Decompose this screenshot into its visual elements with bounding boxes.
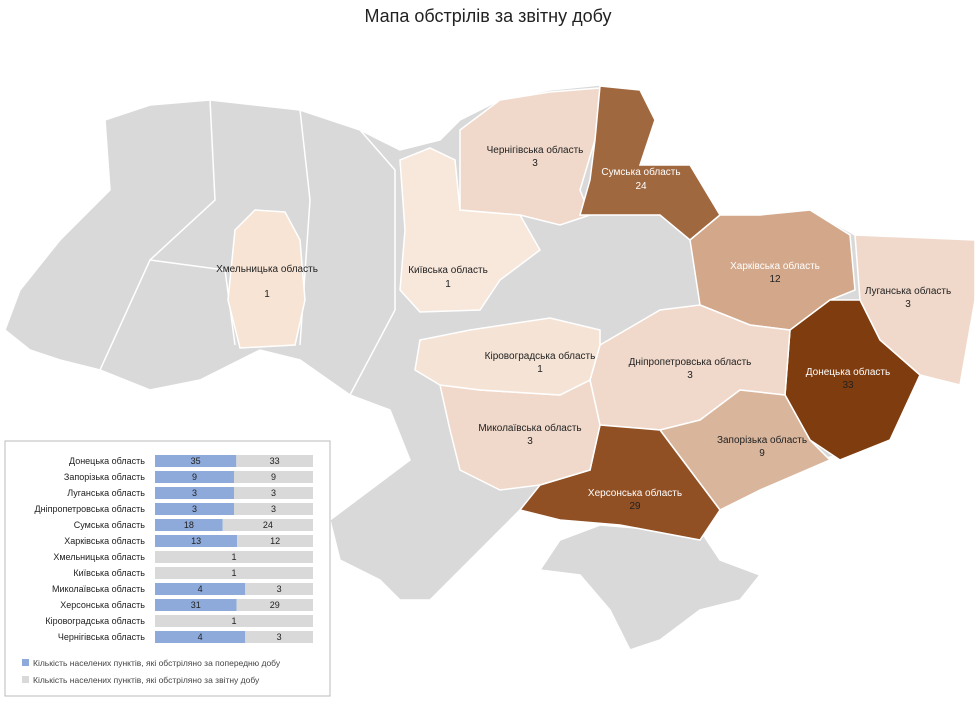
region-name: Миколаївська область: [478, 422, 581, 434]
legend-swatch: [22, 659, 29, 666]
value-label: 31: [191, 600, 201, 610]
value-label: 4: [198, 632, 203, 642]
category-label: Хмельницька область: [53, 552, 145, 562]
region-value: 29: [629, 501, 641, 512]
region: [459, 87, 601, 226]
region-value: 1: [445, 279, 451, 290]
category-label: Харківська область: [64, 536, 145, 546]
legend-label: Кількість населених пунктів, які обстріл…: [33, 675, 260, 685]
region-value: 3: [527, 436, 533, 447]
bar: [155, 599, 237, 611]
bar: [155, 535, 238, 547]
region-name: Хмельницька область: [216, 263, 318, 275]
title: Мапа обстрілів за звітну добу: [364, 6, 611, 26]
value-label: 3: [271, 488, 276, 498]
bar: [237, 535, 313, 547]
bar: [155, 631, 246, 643]
region: [227, 209, 306, 349]
value-label: 24: [263, 520, 273, 530]
category-label: Чернігівська область: [58, 632, 145, 642]
region-value: 24: [635, 181, 647, 192]
category-label: Кіровоградська область: [45, 616, 145, 626]
category-label: Миколаївська область: [52, 584, 145, 594]
value-label: 13: [191, 536, 201, 546]
value-label: 35: [191, 456, 201, 466]
bar: [155, 487, 234, 499]
value-label: 3: [192, 488, 197, 498]
region-name: Запорізька область: [717, 434, 807, 446]
bar: [245, 631, 313, 643]
bar: [155, 551, 313, 563]
bar: [155, 503, 234, 515]
bar: [155, 455, 237, 467]
value-label: 3: [277, 632, 282, 642]
bar: [155, 583, 246, 595]
region-value: 1: [264, 289, 270, 300]
region-name: Дніпропетровська область: [629, 356, 752, 368]
category-label: Донецька область: [69, 456, 145, 466]
region-value: 1: [537, 364, 543, 375]
bar: [245, 583, 313, 595]
bar: [236, 599, 313, 611]
bar: [155, 471, 234, 483]
region-value: 3: [532, 158, 538, 169]
legend-label: Кількість населених пунктів, які обстріл…: [33, 658, 281, 668]
value-label: 4: [198, 584, 203, 594]
category-label: Луганська область: [67, 488, 145, 498]
category-label: Сумська область: [74, 520, 146, 530]
value-label: 29: [270, 600, 280, 610]
region-name: Харківська область: [730, 260, 820, 272]
value-label: 12: [270, 536, 280, 546]
category-label: Київська область: [73, 568, 145, 578]
region-name: Луганська область: [865, 285, 951, 297]
region-name: Херсонська область: [588, 487, 682, 499]
region-name: Сумська область: [601, 166, 680, 178]
region-value: 12: [769, 274, 781, 285]
value-label: 18: [184, 520, 194, 530]
bar: [155, 519, 223, 531]
crimea: [538, 524, 762, 651]
bar: [236, 455, 313, 467]
region-name: Кіровоградська область: [485, 350, 596, 362]
bar: [222, 519, 313, 531]
region-value: 3: [905, 299, 911, 310]
legend-swatch: [22, 676, 29, 683]
category-label: Дніпропетровська область: [35, 504, 146, 514]
category-label: Херсонська область: [60, 600, 145, 610]
region-name: Чернігівська область: [487, 144, 584, 156]
region-value: 33: [842, 380, 854, 391]
bar: [234, 487, 313, 499]
value-label: 1: [231, 616, 236, 626]
category-label: Запорізька область: [64, 472, 145, 482]
value-label: 33: [270, 456, 280, 466]
bar: [155, 567, 313, 579]
value-label: 9: [192, 472, 197, 482]
value-label: 1: [231, 568, 236, 578]
region-value: 3: [687, 370, 693, 381]
value-label: 3: [192, 504, 197, 514]
region: [399, 147, 541, 313]
value-label: 1: [231, 552, 236, 562]
bar: [234, 503, 313, 515]
bar: [155, 615, 313, 627]
region-value: 9: [759, 448, 765, 459]
bar: [234, 471, 313, 483]
value-label: 9: [271, 472, 276, 482]
region-name: Київська область: [408, 264, 488, 276]
region-name: Донецька область: [806, 366, 890, 378]
value-label: 3: [277, 584, 282, 594]
region: [414, 317, 601, 396]
value-label: 3: [271, 504, 276, 514]
